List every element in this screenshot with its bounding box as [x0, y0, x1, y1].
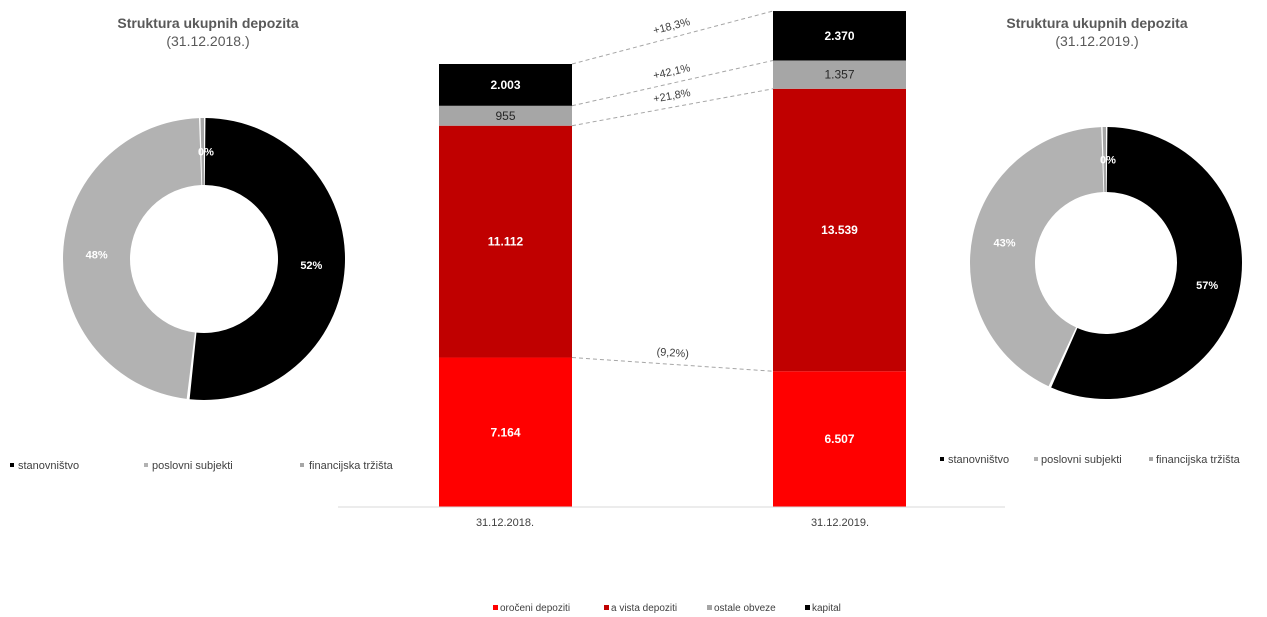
- donut-chart-2018: Struktura ukupnih depozita (31.12.2018.)…: [10, 15, 394, 472]
- legend-label: financijska tržišta: [309, 460, 394, 472]
- legend-label: poslovni subjekti: [152, 460, 233, 472]
- bar-segment: [439, 64, 572, 106]
- change-connector: [571, 88, 774, 127]
- bar-data-label: 7.164: [490, 425, 520, 439]
- legend: stanovništvo poslovni subjekti financijs…: [940, 454, 1241, 466]
- donut-slice: [1051, 127, 1243, 400]
- bar-data-label: 955: [495, 109, 515, 123]
- chart-title: Struktura ukupnih depozita: [117, 15, 298, 31]
- legend-swatch: [493, 605, 498, 610]
- bar-segment: [773, 60, 906, 89]
- bar-data-label: 6.507: [824, 432, 854, 446]
- slice-data-label: 52%: [300, 260, 322, 272]
- slice-data-label: 57%: [1196, 280, 1218, 292]
- legend-label: oročeni depoziti: [500, 603, 570, 614]
- bar-data-label: 13.539: [821, 223, 858, 237]
- chart-subtitle: (31.12.2018.): [166, 33, 249, 49]
- chart-title: Struktura ukupnih depozita: [1006, 15, 1187, 31]
- donut-slice: [1102, 127, 1106, 193]
- bar-segment: [439, 357, 572, 507]
- donut-slice: [200, 118, 204, 186]
- slice-data-label: 0%: [1100, 155, 1116, 167]
- bar-data-label: 2.370: [824, 29, 854, 43]
- legend-swatch: [300, 463, 304, 467]
- stacked-bar-chart: 7.164 11.112 955 2.003 6.507 13.539 1.357 2.370…: [338, 10, 1005, 614]
- legend-label: kapital: [812, 603, 841, 614]
- legend: oročeni depoziti a vista depoziti ostale…: [493, 603, 841, 614]
- x-tick-label: 31.12.2018.: [476, 517, 534, 529]
- bar-data-label: 2.003: [490, 78, 520, 92]
- bar-data-label: 1.357: [824, 68, 854, 82]
- bar-data-label: 11.112: [488, 235, 524, 249]
- legend-swatch: [805, 605, 810, 610]
- legend-label: financijska tržišta: [1156, 454, 1241, 466]
- change-label: +18,3%: [652, 16, 692, 37]
- change-connector: [571, 59, 774, 107]
- legend-label: a vista depoziti: [611, 603, 677, 614]
- change-label: (9,2%): [656, 346, 689, 360]
- legend-swatch: [144, 463, 148, 467]
- bar-segment: [773, 371, 906, 507]
- legend-label: poslovni subjekti: [1041, 454, 1122, 466]
- bar-segment: [773, 88, 906, 372]
- donut-chart-2019: Struktura ukupnih depozita (31.12.2019.)…: [940, 15, 1243, 466]
- legend-swatch: [940, 457, 944, 461]
- legend-label: ostale obveze: [714, 603, 776, 614]
- slice-data-label: 43%: [994, 237, 1016, 249]
- chart-subtitle: (31.12.2019.): [1055, 33, 1138, 49]
- bar-segment: [773, 11, 906, 61]
- legend-swatch: [10, 463, 14, 467]
- legend-swatch: [1034, 457, 1038, 461]
- change-label: +42,1%: [652, 62, 692, 82]
- legend-swatch: [604, 605, 609, 610]
- change-connector: [571, 10, 774, 65]
- legend: stanovništvo poslovni subjekti financijs…: [10, 460, 394, 472]
- slice-data-label: 0%: [198, 147, 214, 159]
- bar-segment: [439, 125, 572, 358]
- x-tick-label: 31.12.2019.: [811, 517, 869, 529]
- bar-segment: [439, 105, 572, 126]
- legend-label: stanovništvo: [18, 460, 79, 472]
- donut-slice: [62, 118, 202, 399]
- change-connector: [571, 357, 774, 372]
- legend-swatch: [1149, 457, 1153, 461]
- donut-slice: [969, 127, 1104, 387]
- legend-swatch: [707, 605, 712, 610]
- legend-label: stanovništvo: [948, 454, 1009, 466]
- donut-slice: [189, 118, 346, 401]
- change-label: +21,8%: [652, 87, 691, 106]
- slice-data-label: 48%: [86, 249, 108, 261]
